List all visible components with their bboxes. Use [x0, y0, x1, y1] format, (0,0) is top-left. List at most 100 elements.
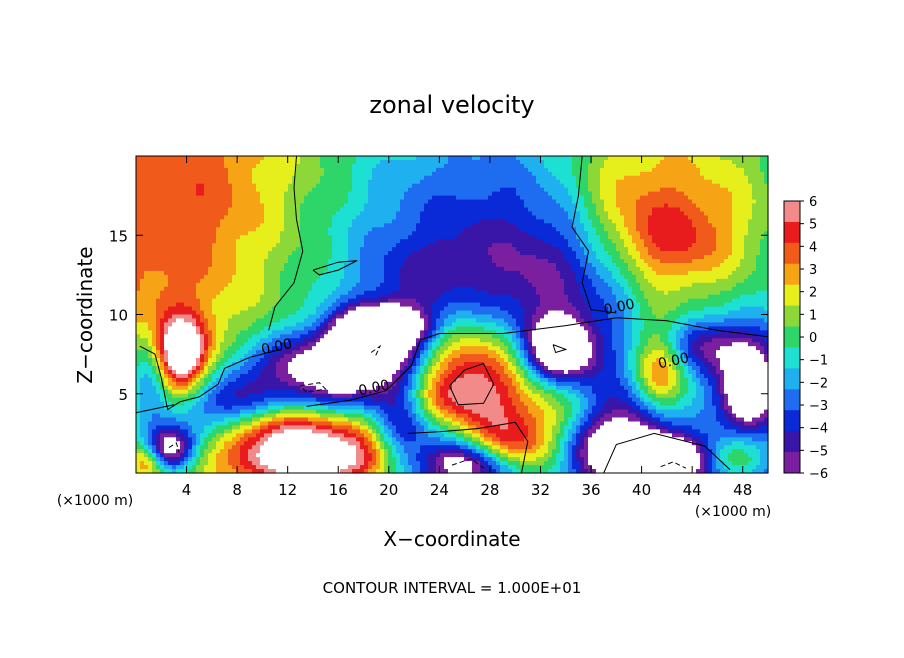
heatmap-cell	[692, 175, 697, 181]
heatmap-cell	[572, 183, 577, 189]
heatmap-cell	[732, 274, 737, 280]
heatmap-cell	[388, 243, 393, 248]
heatmap-cell	[312, 274, 317, 280]
heatmap-cell	[312, 255, 317, 260]
heatmap-cell	[716, 187, 721, 193]
heatmap-cell	[472, 187, 477, 193]
heatmap-cell	[224, 255, 229, 260]
heatmap-cell	[500, 163, 505, 169]
heatmap-cell	[304, 251, 309, 256]
heatmap-cell	[252, 255, 257, 260]
heatmap-cell	[672, 270, 677, 276]
heatmap-cell	[528, 274, 533, 280]
heatmap-cell	[596, 179, 601, 185]
heatmap-cell	[392, 199, 397, 205]
heatmap-cell	[216, 163, 221, 169]
heatmap-cell	[696, 207, 701, 213]
heatmap-cell	[428, 259, 433, 264]
heatmap-cell	[252, 278, 257, 284]
heatmap-cell	[556, 207, 561, 213]
heatmap-cell	[496, 243, 501, 248]
heatmap-cell	[240, 243, 245, 248]
heatmap-cell	[244, 183, 249, 189]
heatmap-cell	[592, 211, 597, 217]
heatmap-cell	[568, 255, 573, 260]
heatmap-cell	[296, 266, 301, 272]
heatmap-cell	[320, 266, 325, 272]
heatmap-cell	[500, 156, 505, 161]
heatmap-cell	[384, 199, 389, 205]
heatmap-cell	[572, 195, 577, 201]
heatmap-cell	[596, 207, 601, 213]
heatmap-cell	[580, 255, 585, 260]
heatmap-cell	[664, 163, 669, 169]
heatmap-cell	[140, 156, 145, 161]
heatmap-cell	[376, 171, 381, 177]
heatmap-cell	[264, 167, 269, 173]
heatmap-cell	[532, 191, 537, 197]
heatmap-cell	[596, 255, 601, 260]
heatmap-cell	[368, 163, 373, 169]
heatmap-cell	[464, 274, 469, 280]
heatmap-cell	[248, 159, 253, 165]
heatmap-cell	[376, 266, 381, 272]
heatmap-cell	[756, 231, 761, 236]
heatmap-cell	[604, 255, 609, 260]
heatmap-cell	[464, 227, 469, 232]
heatmap-cell	[316, 231, 321, 236]
heatmap-cell	[708, 207, 713, 213]
heatmap-cell	[392, 270, 397, 276]
heatmap-cell	[192, 227, 197, 232]
heatmap-cell	[588, 255, 593, 260]
heatmap-cell	[760, 195, 765, 201]
heatmap-cell	[172, 243, 177, 248]
heatmap-cell	[296, 251, 301, 256]
heatmap-cell	[432, 195, 437, 201]
heatmap-cell	[424, 266, 429, 272]
heatmap-cell	[320, 171, 325, 177]
heatmap-cell	[200, 278, 205, 284]
heatmap-cell	[600, 156, 605, 161]
heatmap-cell	[700, 211, 705, 217]
heatmap-cell	[544, 215, 549, 220]
heatmap-cell	[220, 247, 225, 252]
heatmap-cell	[744, 195, 749, 201]
heatmap-cell	[548, 255, 553, 260]
heatmap-cell	[144, 270, 149, 276]
heatmap-cell	[644, 183, 649, 189]
heatmap-cell	[700, 266, 705, 272]
heatmap-cell	[328, 207, 333, 213]
heatmap-cell	[708, 156, 713, 161]
heatmap-cell	[608, 183, 613, 189]
heatmap-cell	[728, 199, 733, 205]
heatmap-cell	[504, 159, 509, 165]
heatmap-cell	[232, 171, 237, 177]
heatmap-cell	[364, 278, 369, 284]
heatmap-cell	[592, 163, 597, 169]
heatmap-cell	[432, 187, 437, 193]
heatmap-cell	[468, 274, 473, 280]
heatmap-cell	[452, 163, 457, 169]
heatmap-cell	[692, 231, 697, 236]
heatmap-cell	[488, 187, 493, 193]
heatmap-cell	[660, 156, 665, 161]
heatmap-cell	[672, 203, 677, 209]
heatmap-cell	[704, 259, 709, 264]
heatmap-cell	[244, 262, 249, 268]
heatmap-cell	[688, 171, 693, 177]
heatmap-cell	[212, 156, 217, 161]
heatmap-cell	[616, 223, 621, 228]
heatmap-cell	[632, 163, 637, 169]
heatmap-cell	[236, 156, 241, 161]
heatmap-cell	[360, 183, 365, 189]
heatmap-cell	[492, 227, 497, 232]
heatmap-cell	[164, 215, 169, 220]
heatmap-cell	[176, 195, 181, 201]
heatmap-cell	[468, 219, 473, 224]
heatmap-cell	[472, 163, 477, 169]
heatmap-cell	[340, 211, 345, 217]
heatmap-cell	[248, 227, 253, 232]
heatmap-cell	[312, 195, 317, 201]
heatmap-cell	[728, 211, 733, 217]
heatmap-cell	[300, 215, 305, 220]
